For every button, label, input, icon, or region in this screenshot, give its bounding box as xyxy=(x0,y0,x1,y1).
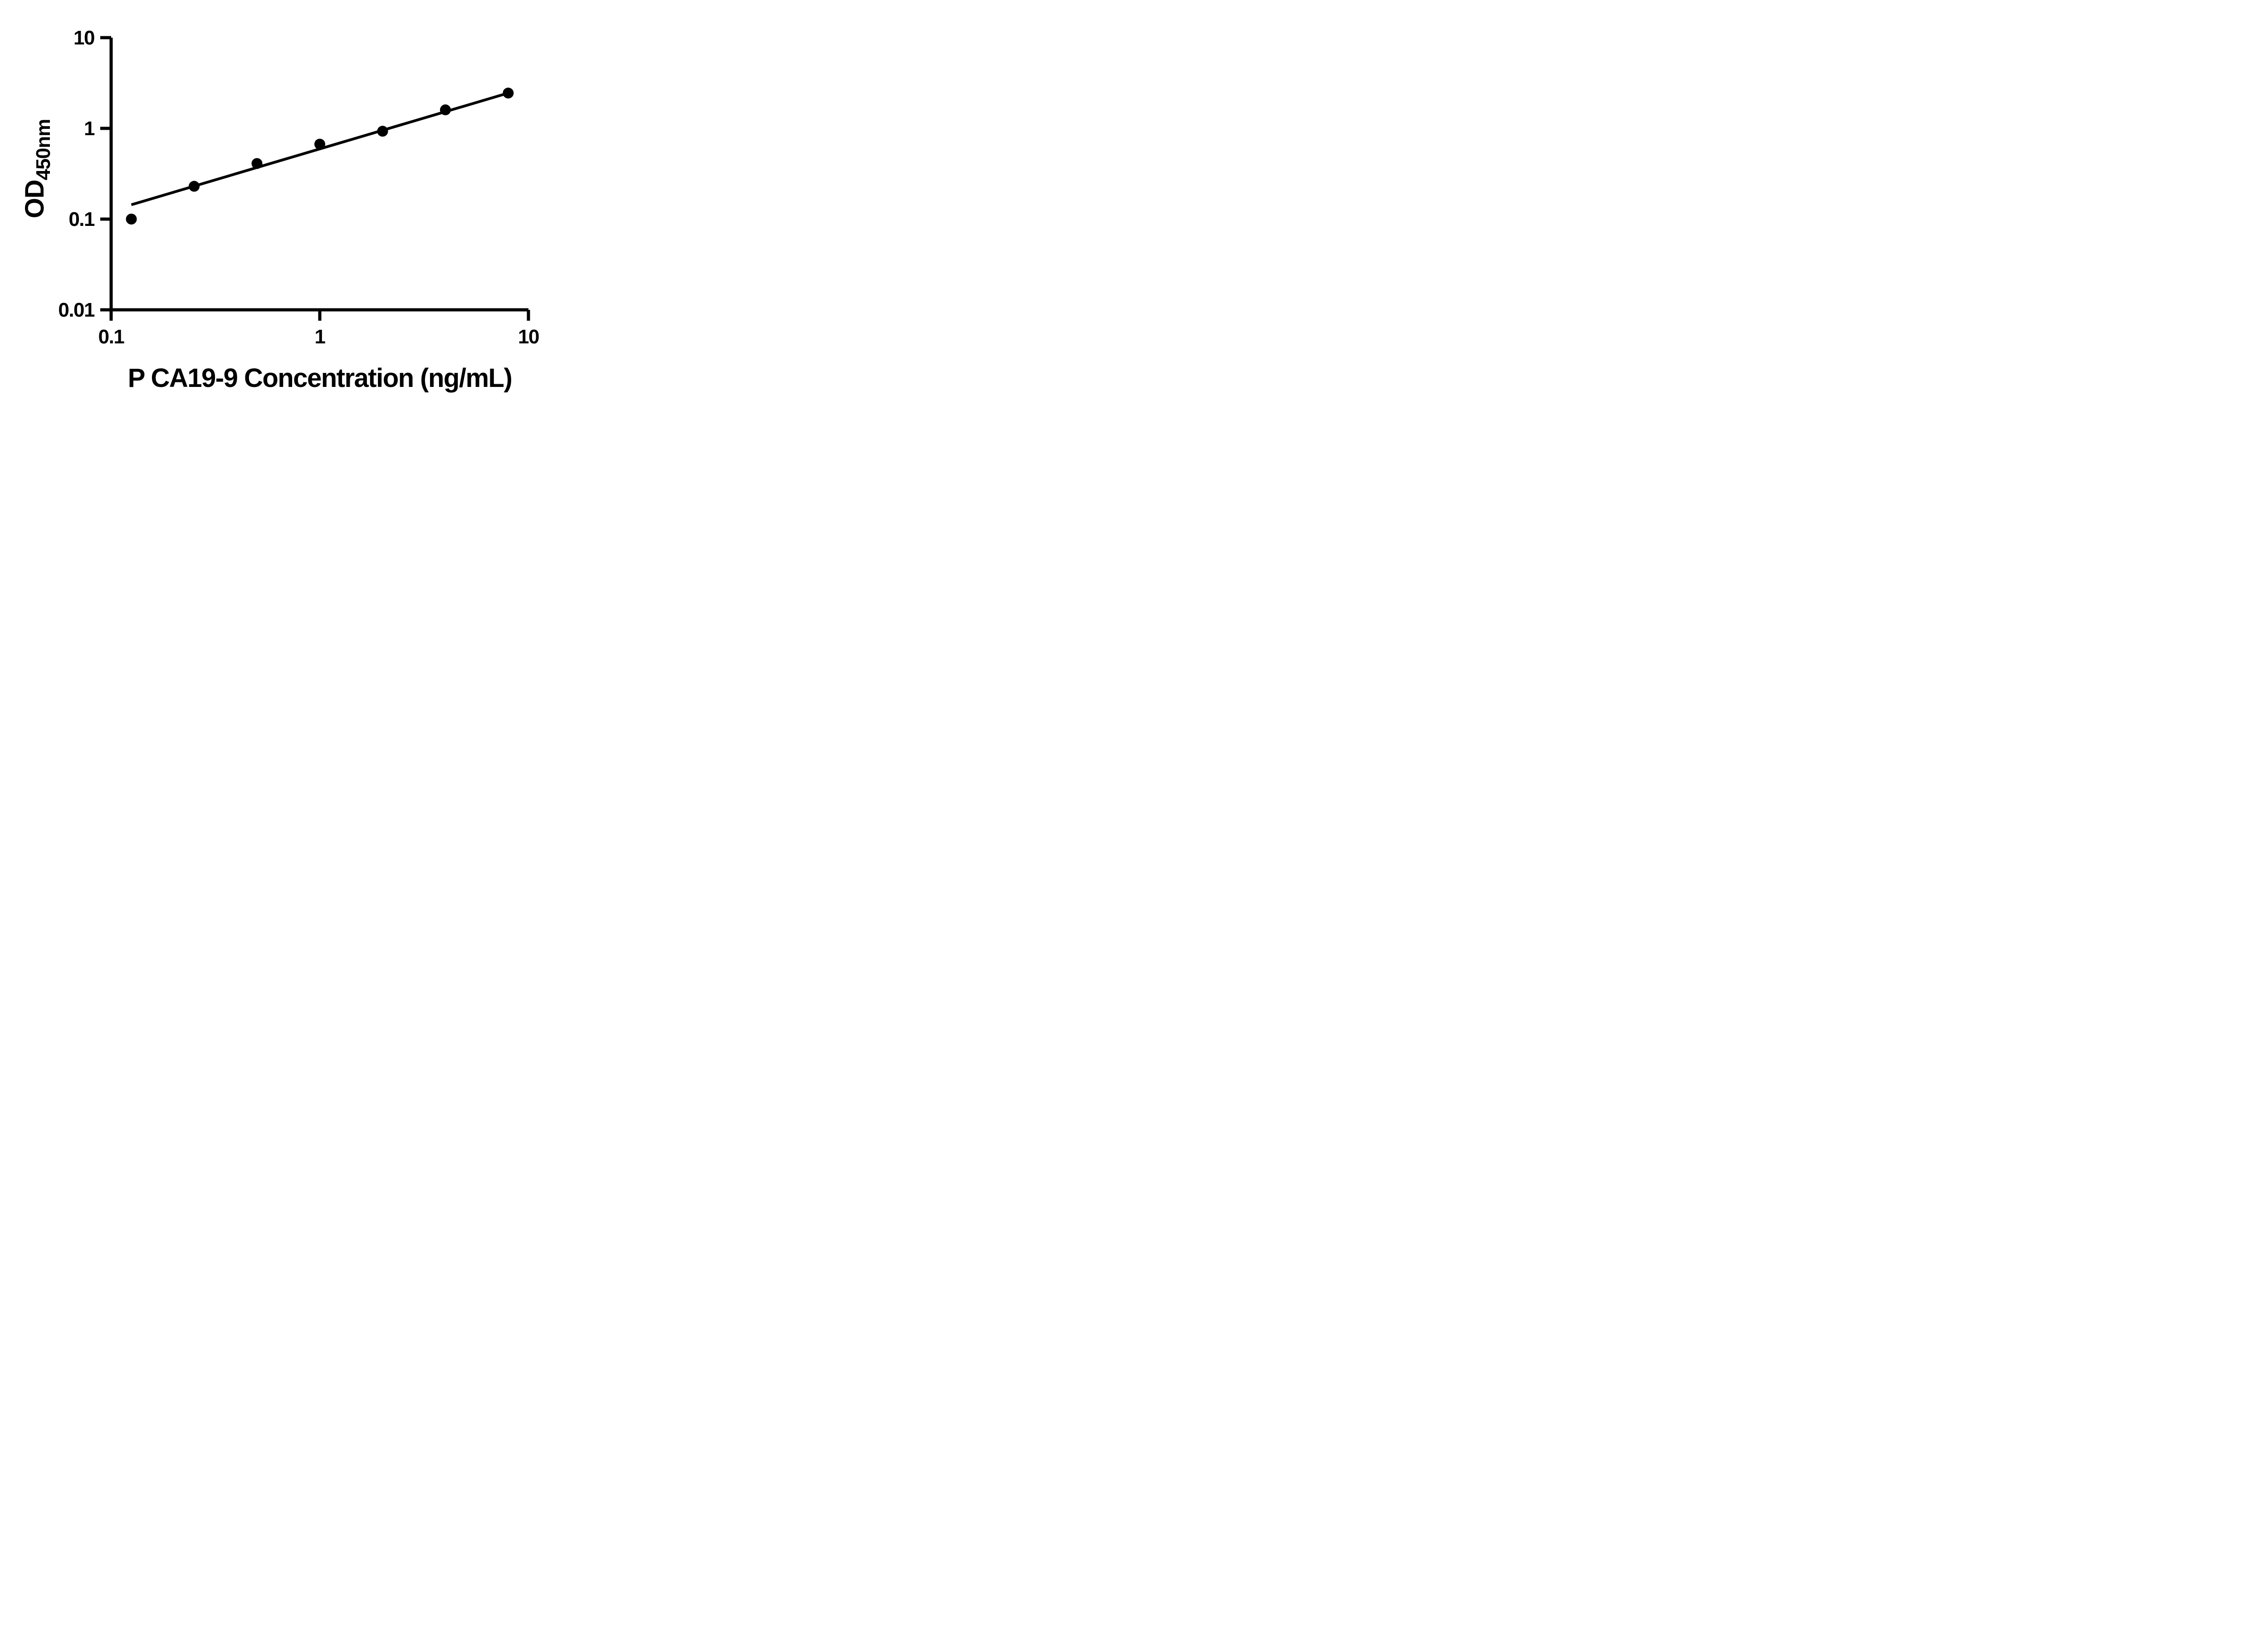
x-tick-label: 10 xyxy=(518,326,539,348)
data-point xyxy=(314,138,325,150)
data-point xyxy=(503,88,514,99)
standard-curve-figure: 10 1 0.1 0.01 0.1 1 10 OD450nm P CA19-9 Concen… xyxy=(0,0,584,408)
x-tick-label: 1 xyxy=(315,326,326,348)
y-axis-title-subscript: 450nm xyxy=(32,119,54,181)
y-axis-title: OD450nm xyxy=(20,119,55,218)
data-point xyxy=(440,104,451,116)
x-axis-title: P CA19-9 Concentration (ng/mL) xyxy=(127,363,513,393)
y-tick-label: 0.1 xyxy=(68,208,95,230)
y-tick-label: 1 xyxy=(84,117,95,140)
y-axis-title-main: OD xyxy=(20,180,49,219)
data-point xyxy=(251,158,263,169)
x-tick-label: 0.1 xyxy=(98,326,125,348)
data-point xyxy=(189,181,200,192)
y-tick-label: 0.01 xyxy=(58,299,95,321)
data-point xyxy=(126,214,137,225)
y-tick-label: 10 xyxy=(73,27,94,49)
axis-spine xyxy=(109,38,528,312)
data-point xyxy=(377,126,388,137)
